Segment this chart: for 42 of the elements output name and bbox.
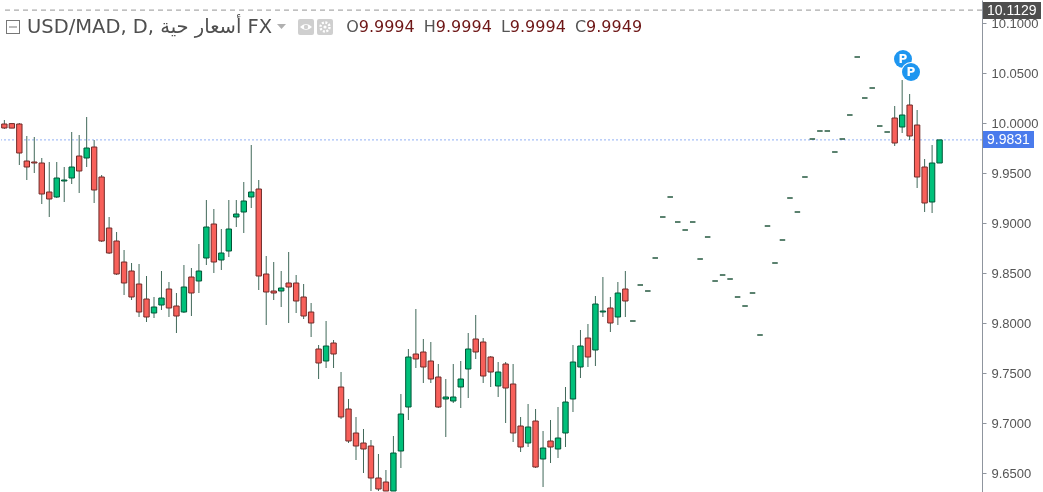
candlestick (150, 296, 158, 319)
candlestick (68, 131, 75, 185)
y-tick-label: 9.9500 (991, 165, 1032, 181)
y-tick-label: 9.7500 (991, 365, 1032, 381)
y-tick-label: 9.8500 (991, 265, 1032, 281)
candlestick (330, 339, 337, 369)
candlestick (607, 296, 614, 333)
candlestick (547, 419, 554, 464)
candlestick (584, 323, 592, 368)
candlestick (248, 144, 255, 209)
candlestick (195, 243, 203, 294)
candlestick (614, 281, 622, 326)
candlestick (75, 134, 83, 194)
text: USD/MAD, D, أسعار حية FX (27, 15, 273, 38)
candlestick (158, 270, 165, 311)
candlestick (465, 332, 472, 399)
candlestick (494, 361, 502, 398)
y-tick-label: 9.8000 (991, 315, 1032, 331)
candlestick (240, 181, 247, 234)
y-tick-label: 9.7000 (991, 415, 1032, 431)
candlestick (524, 403, 532, 448)
ref-line-label: 10.1129 (983, 1, 1041, 19)
y-tick-label: 10.0000 (991, 115, 1039, 131)
ref-line-label: 9.9831 (983, 131, 1034, 149)
candlestick (225, 199, 233, 258)
candlestick (233, 199, 240, 228)
candlestick (554, 406, 562, 459)
candlestick (622, 270, 629, 318)
y-tick-label: 10.0500 (991, 65, 1039, 81)
candlestick (83, 116, 90, 168)
candlestick (539, 430, 547, 488)
letter-badge-icon: P (902, 63, 920, 81)
candlestick (322, 320, 330, 369)
candlestick (315, 344, 322, 380)
candlestick (188, 267, 195, 317)
y-tick-label: 9.6500 (991, 465, 1032, 481)
annotation: O9.9994 H9.9994 L9.9994 C9.9949 (346, 17, 643, 36)
candlestick (218, 228, 225, 271)
candlestick (278, 270, 285, 308)
y-tick-label: 9.9000 (991, 215, 1032, 231)
candlestick (898, 79, 906, 134)
candlestick (457, 360, 464, 409)
